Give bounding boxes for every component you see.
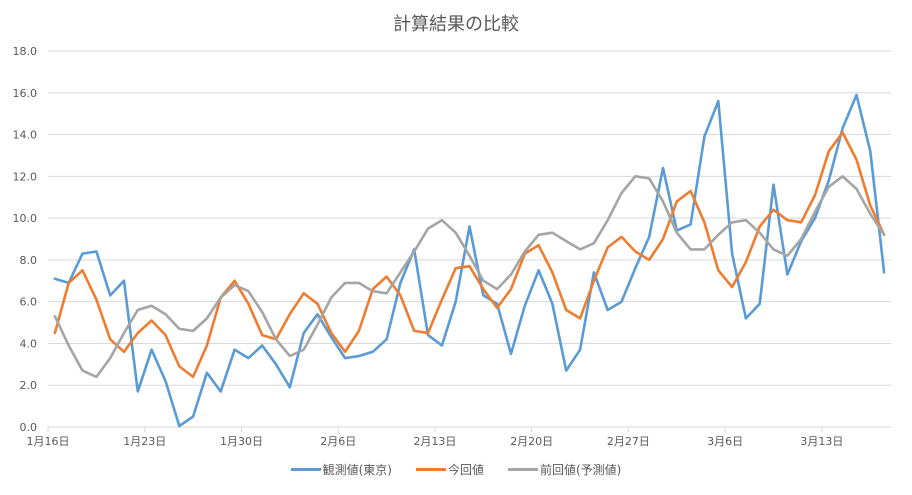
y-tick-label: 14.0 xyxy=(13,129,38,142)
legend-item-current: 今回値 xyxy=(415,461,484,478)
y-tick-label: 2.0 xyxy=(20,379,38,392)
legend-swatch-orange-icon xyxy=(415,468,446,471)
legend-item-previous: 前回値(予測値) xyxy=(508,461,621,478)
y-axis: 0.0 2.0 4.0 6.0 8.0 10.0 12.0 14.0 16.0 18.0 xyxy=(13,45,38,434)
gridlines xyxy=(48,50,891,428)
x-tick-label: 3月6日 xyxy=(707,435,743,448)
legend-swatch-blue-icon xyxy=(290,468,321,471)
x-tick-label: 2月20日 xyxy=(510,435,553,448)
x-tick-label: 2月13日 xyxy=(413,435,456,448)
legend: 観測値(東京) 今回値 前回値(予測値) xyxy=(0,461,912,478)
legend-item-observed: 観測値(東京) xyxy=(290,461,392,478)
y-tick-label: 16.0 xyxy=(13,87,38,100)
x-tick-label: 2月6日 xyxy=(320,435,356,448)
x-tick-label: 1月16日 xyxy=(27,435,70,448)
chart-title: 計算結果の比較 xyxy=(393,14,519,35)
series-line-1 xyxy=(53,131,886,379)
legend-label: 観測値(東京) xyxy=(322,463,392,477)
series-line-0 xyxy=(53,93,886,428)
legend-label: 今回値 xyxy=(447,463,484,477)
x-tick-label: 1月23日 xyxy=(123,435,166,448)
legend-swatch-gray-icon xyxy=(508,468,538,471)
y-tick-label: 4.0 xyxy=(20,337,38,350)
y-tick-label: 6.0 xyxy=(20,296,38,309)
legend-label: 前回値(予測値) xyxy=(540,463,622,477)
series-lines xyxy=(53,93,886,428)
x-tick-label: 2月27日 xyxy=(607,435,650,448)
x-tick-label: 1月30日 xyxy=(220,435,263,448)
y-tick-label: 10.0 xyxy=(13,212,38,225)
y-tick-label: 8.0 xyxy=(20,254,38,267)
y-tick-label: 0.0 xyxy=(20,421,38,434)
y-tick-label: 18.0 xyxy=(13,45,38,58)
series-line-2 xyxy=(53,175,886,379)
x-axis: 1月16日 1月23日 1月30日 2月6日 2月13日 2月20日 2月27日 3月6日 3月… xyxy=(27,427,843,448)
x-tick-label: 3月13日 xyxy=(800,435,843,448)
y-tick-label: 12.0 xyxy=(13,170,38,183)
